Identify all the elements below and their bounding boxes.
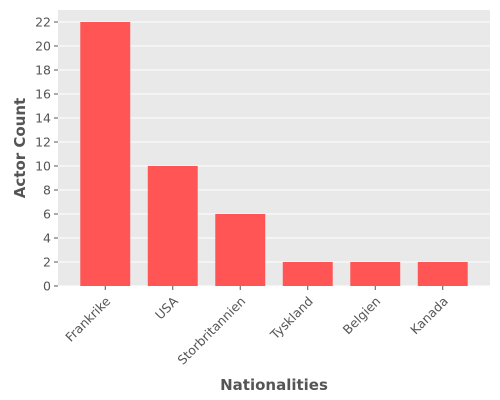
y-tick-label: 0 — [43, 279, 51, 294]
y-tick-label: 16 — [35, 87, 51, 102]
y-tick-labels: 0 2 4 6 8 10 12 14 16 18 20 22 — [35, 15, 58, 294]
x-tick-label: Frankrike — [62, 293, 113, 344]
x-tick-label: Kanada — [407, 294, 451, 338]
x-tick-label: USA — [152, 293, 181, 322]
y-tick-label: 18 — [35, 63, 51, 78]
bar-kanada — [417, 262, 468, 286]
x-tick-label: Belgien — [340, 294, 384, 338]
y-tick-label: 14 — [35, 111, 51, 126]
y-tick-label: 22 — [35, 15, 51, 30]
bars — [80, 22, 468, 286]
y-axis-title: Actor Count — [11, 98, 29, 198]
y-tick-label: 12 — [35, 135, 51, 150]
x-tick-label: Storbritannien — [174, 294, 248, 368]
y-tick-label: 6 — [43, 207, 51, 222]
y-tick-label: 2 — [43, 255, 51, 270]
bar-tyskland — [282, 262, 333, 286]
bar-storbritannien — [215, 214, 266, 286]
y-tick-label: 10 — [35, 159, 51, 174]
y-tick-label: 20 — [35, 39, 51, 54]
bar-frankrike — [80, 22, 131, 286]
bar-usa — [147, 166, 198, 286]
y-tick-label: 8 — [43, 183, 51, 198]
x-axis-title: Nationalities — [220, 376, 328, 394]
y-tick-label: 4 — [43, 231, 51, 246]
bar-belgien — [350, 262, 401, 286]
x-tick-label: Tyskland — [266, 294, 315, 343]
